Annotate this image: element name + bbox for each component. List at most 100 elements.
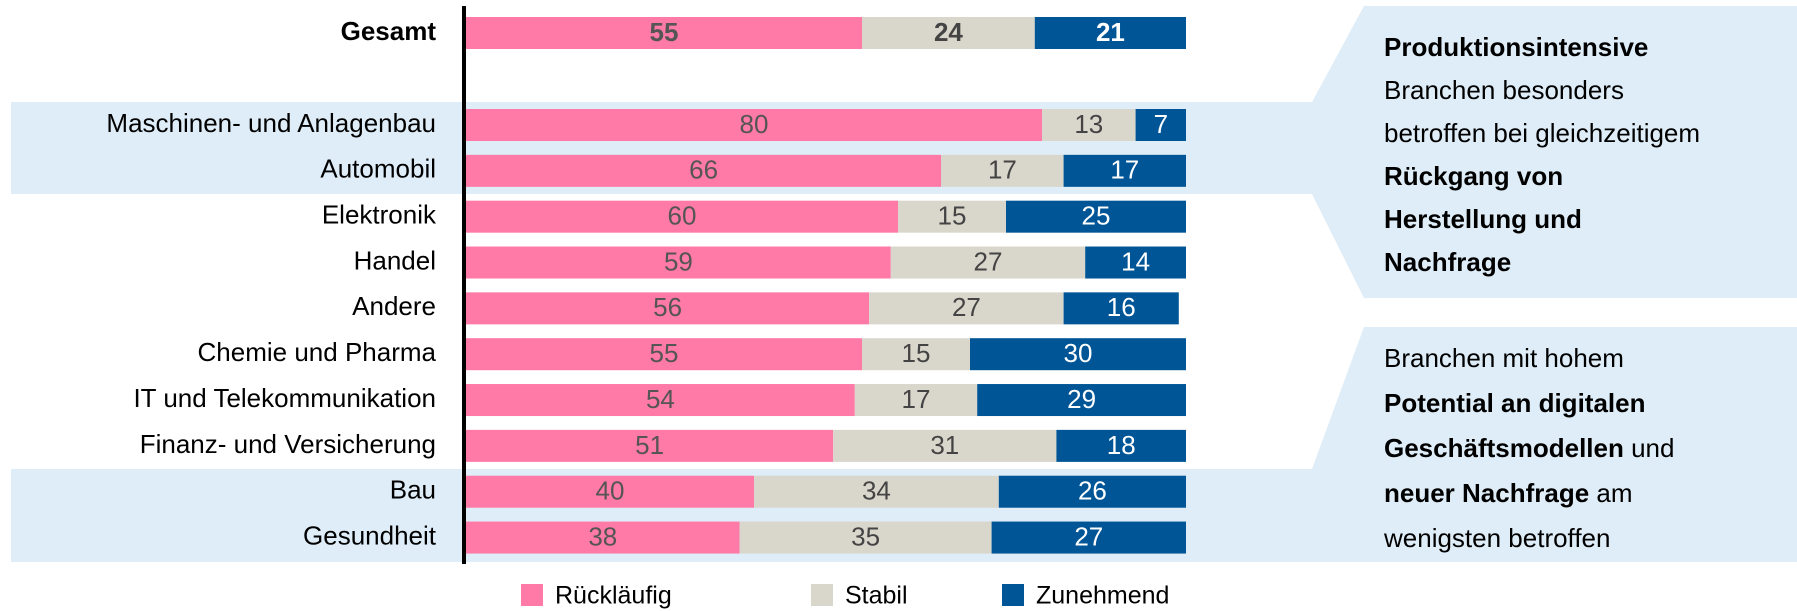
- legend-label: Rückläufig: [555, 582, 672, 610]
- value-label: 27: [952, 292, 981, 322]
- value-label: 13: [1074, 109, 1103, 139]
- value-label: 54: [646, 384, 675, 414]
- bar-segment: [862, 338, 970, 371]
- highlight-band: [11, 6, 1797, 298]
- annotation-line: neuer Nachfrage am: [1384, 478, 1633, 508]
- value-label: 38: [588, 521, 617, 551]
- annotation-line: Herstellung und: [1384, 204, 1582, 234]
- annotation-text: Rückgang von: [1384, 161, 1563, 191]
- value-label: 66: [689, 155, 718, 185]
- bar-segment: [1034, 17, 1186, 49]
- annotation-line: Rückgang von: [1384, 161, 1563, 191]
- y-tick-label: Elektronik: [322, 200, 437, 230]
- annotation-text: Nachfrage: [1384, 247, 1511, 277]
- bar-segment: [466, 384, 855, 417]
- annotation-text: Geschäftsmodellen: [1384, 433, 1624, 463]
- value-label: 29: [1067, 384, 1096, 414]
- value-label: 35: [851, 521, 880, 551]
- bar-segment: [466, 292, 870, 325]
- value-label: 40: [596, 476, 625, 506]
- legend-swatch: [1002, 584, 1024, 606]
- y-tick-label: Andere: [352, 291, 436, 321]
- bar-segment: [466, 246, 891, 279]
- bar-segment: [1056, 429, 1186, 462]
- bar-segment: [1085, 246, 1186, 279]
- value-label: 7: [1154, 109, 1168, 139]
- annotation-text: Herstellung und: [1384, 204, 1582, 234]
- bar-segment: [977, 384, 1186, 417]
- value-label: 55: [650, 17, 679, 47]
- annotation-text: am: [1589, 478, 1632, 508]
- value-label: 27: [974, 246, 1003, 276]
- bar-segment: [898, 200, 1006, 233]
- y-tick-label: Bau: [390, 475, 436, 505]
- bar-segment: [1063, 154, 1186, 187]
- value-label: 56: [653, 292, 682, 322]
- annotation-text: betroffen bei gleichzeitigem: [1384, 118, 1700, 148]
- value-label: 16: [1107, 292, 1136, 322]
- annotation-line: Potential an digitalen: [1384, 388, 1645, 418]
- annotation-text: Produktionsintensive: [1384, 32, 1648, 62]
- bar-segment: [466, 475, 754, 508]
- bar-segment: [466, 200, 898, 233]
- value-label: 31: [930, 430, 959, 460]
- y-tick-label: Chemie und Pharma: [198, 337, 437, 367]
- highlight-band: [11, 327, 1797, 562]
- bar-segment: [991, 521, 1186, 554]
- y-tick-label: Handel: [354, 245, 436, 275]
- bar-segment: [833, 429, 1057, 462]
- bar-segment: [998, 475, 1186, 508]
- y-tick-label: Gesundheit: [303, 520, 437, 550]
- bar-segment: [1042, 109, 1136, 141]
- annotation-line: betroffen bei gleichzeitigem: [1384, 118, 1700, 148]
- y-tick-label: Automobil: [320, 154, 436, 184]
- annotation-text: Potential an digitalen: [1384, 388, 1645, 418]
- annotation-text: Branchen besonders: [1384, 75, 1624, 105]
- legend-label: Zunehmend: [1036, 582, 1169, 610]
- bar-segment: [854, 384, 978, 417]
- annotation-line: wenigsten betroffen: [1383, 523, 1610, 553]
- value-label: 21: [1096, 17, 1125, 47]
- value-label: 55: [650, 338, 679, 368]
- legend-label: Stabil: [845, 582, 908, 610]
- y-tick-label: Finanz- und Versicherung: [140, 429, 436, 459]
- y-tick-label: Gesamt: [341, 16, 437, 46]
- bar-segment: [1006, 200, 1186, 233]
- bar-segment: [869, 292, 1064, 325]
- annotation-line: Branchen besonders: [1384, 75, 1624, 105]
- annotation-text: und: [1624, 433, 1675, 463]
- value-label: 27: [1074, 521, 1103, 551]
- y-tick-label: IT und Telekommunikation: [133, 383, 436, 413]
- bar-segment: [466, 17, 862, 49]
- legend-swatch: [811, 584, 833, 606]
- value-label: 59: [664, 246, 693, 276]
- value-label: 51: [635, 430, 664, 460]
- value-label: 15: [902, 338, 931, 368]
- value-label: 15: [938, 201, 967, 231]
- annotation-line: Branchen mit hohem: [1384, 343, 1624, 373]
- value-label: 17: [1110, 155, 1139, 185]
- legend-swatch: [521, 584, 543, 606]
- value-label: 25: [1082, 201, 1111, 231]
- value-label: 17: [988, 155, 1017, 185]
- bar-segment: [970, 338, 1186, 371]
- bar-segment: [466, 154, 942, 187]
- bar-segment: [941, 154, 1064, 187]
- value-label: 26: [1078, 476, 1107, 506]
- value-label: 18: [1107, 430, 1136, 460]
- value-label: 24: [934, 17, 963, 47]
- bar-segment: [466, 521, 740, 554]
- value-label: 14: [1121, 246, 1150, 276]
- bar-segment: [466, 429, 834, 462]
- bar-segment: [1135, 109, 1186, 141]
- bar-segment: [862, 17, 1035, 49]
- value-label: 80: [740, 109, 769, 139]
- annotation-text: wenigsten betroffen: [1383, 523, 1610, 553]
- bar-segment: [739, 521, 992, 554]
- y-tick-label: Maschinen- und Anlagenbau: [106, 108, 436, 138]
- bar-segment: [1063, 292, 1179, 325]
- value-label: 17: [902, 384, 931, 414]
- annotation-line: Produktionsintensive: [1384, 32, 1648, 62]
